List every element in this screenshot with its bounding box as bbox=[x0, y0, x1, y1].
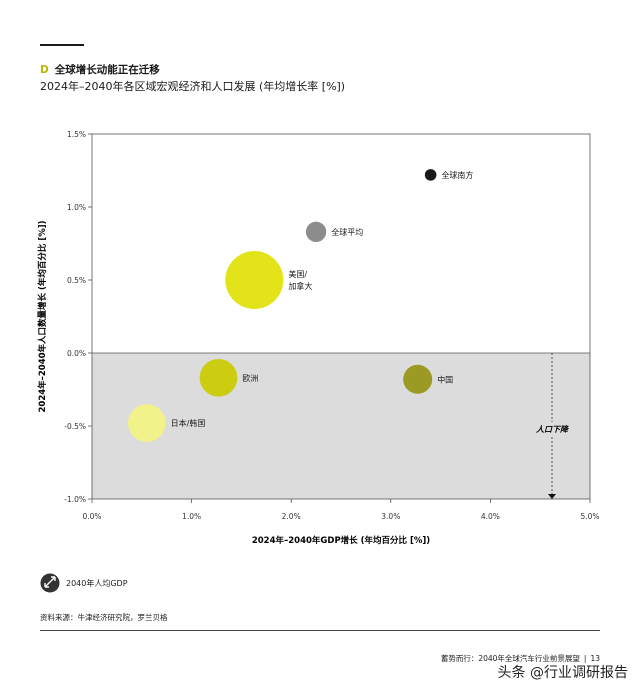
data-label: 欧洲 bbox=[242, 373, 258, 383]
bottom-rule bbox=[40, 630, 600, 631]
y-axis-ticks: 1.5% 1.0% 0.5% 0.0% -0.5% -1.0% bbox=[64, 130, 92, 504]
x-tick-label: 2.0% bbox=[282, 512, 301, 521]
x-axis-label: 2024年–2040年GDP增长 (年均百分比 [%]) bbox=[252, 535, 430, 546]
plot-frame bbox=[91, 133, 591, 500]
negative-population-region bbox=[92, 353, 590, 499]
x-axis-ticks: 0.0% 1.0% 2.0% 3.0% 4.0% 5.0% bbox=[82, 499, 600, 521]
data-point bbox=[305, 221, 327, 242]
page-number: 13 bbox=[590, 654, 600, 663]
source-note: 资料来源：牛津经济研究院，罗兰贝格 bbox=[40, 613, 168, 622]
x-tick-label: 0.0% bbox=[82, 512, 101, 521]
y-axis-label: 2024年–2040年人口数量增长 (年均百分比 [%]) bbox=[37, 220, 48, 412]
y-tick-label: 1.5% bbox=[67, 130, 86, 139]
section-heading: D 全球增长动能正在迁移 bbox=[40, 62, 160, 77]
x-tick-label: 5.0% bbox=[580, 512, 599, 521]
data-label: 日本/韩国 bbox=[171, 418, 206, 428]
data-label: 中国 bbox=[437, 374, 453, 384]
top-rule bbox=[40, 44, 84, 46]
data-point bbox=[403, 364, 433, 394]
page-footer: 蓄势而行：2040年全球汽车行业前景展望 | 13 bbox=[441, 653, 600, 664]
section-letter: D bbox=[40, 64, 49, 76]
data-label: 全球平均 bbox=[331, 227, 363, 237]
chart-subtitle: 2024年–2040年各区域宏观经济和人口发展 (年均增长率 [%]) bbox=[40, 80, 346, 93]
data-point bbox=[199, 358, 238, 397]
footer-title: 蓄势而行：2040年全球汽车行业前景展望 bbox=[440, 654, 580, 663]
gdp-per-capita-icon bbox=[40, 573, 60, 593]
x-tick-label: 4.0% bbox=[481, 512, 500, 521]
data-label: 加拿大 bbox=[288, 281, 312, 291]
data-label: 美国/ bbox=[288, 269, 307, 279]
x-tick-label: 3.0% bbox=[381, 512, 400, 521]
data-label: 全球南方 bbox=[441, 170, 473, 180]
y-tick-label: -0.5% bbox=[64, 422, 86, 431]
population-decline-annotation: 人口下降 bbox=[532, 353, 572, 499]
data-point bbox=[127, 404, 166, 442]
x-tick-label: 1.0% bbox=[182, 512, 201, 521]
legend-label: 2040年人均GDP bbox=[66, 578, 128, 588]
annotation-label: 人口下降 bbox=[535, 425, 570, 434]
y-tick-label: 0.5% bbox=[67, 276, 86, 285]
footer-separator: | bbox=[583, 654, 587, 663]
y-tick-label: 0.0% bbox=[67, 349, 86, 358]
y-tick-label: 1.0% bbox=[67, 203, 86, 212]
data-point bbox=[225, 251, 284, 309]
annotation-arrow-head bbox=[548, 494, 556, 499]
chart-legend: 2040年人均GDP bbox=[40, 573, 128, 593]
data-point bbox=[424, 169, 437, 181]
annotation-background bbox=[532, 422, 572, 436]
section-title: 全球增长动能正在迁移 bbox=[54, 64, 160, 76]
y-tick-label: -1.0% bbox=[64, 495, 86, 504]
watermark: 头条 @行业调研报告 bbox=[497, 665, 628, 681]
scatter-chart: 1.5% 1.0% 0.5% 0.0% -0.5% -1.0% 0.0% 1.0% 2.0% 3… bbox=[37, 130, 600, 546]
